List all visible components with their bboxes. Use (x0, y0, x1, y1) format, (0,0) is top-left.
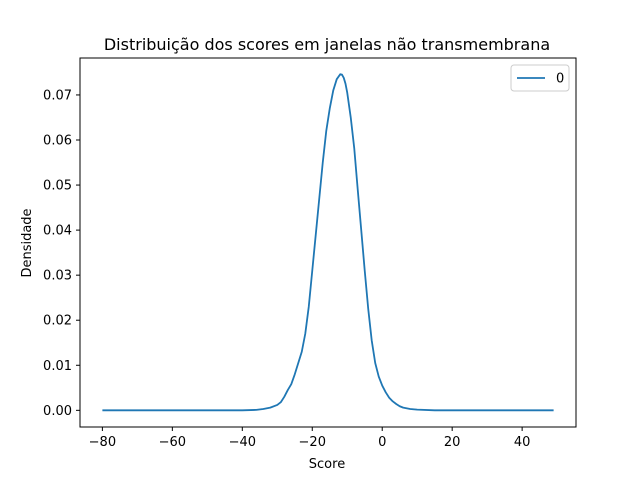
y-tick-label: 0.04 (43, 224, 72, 239)
x-tick-label: 20 (444, 435, 461, 450)
y-tick-label: 0.07 (43, 88, 72, 103)
x-tick-label: 0 (378, 435, 386, 450)
x-tick-label: 40 (514, 435, 531, 450)
y-tick-label: 0.06 (43, 134, 72, 149)
x-tick-label: −20 (299, 435, 326, 450)
legend-label: 0 (556, 72, 564, 87)
x-axis: −80 −60 −40 −20 0 20 40 (89, 427, 531, 450)
y-tick-label: 0.05 (43, 179, 72, 194)
x-tick-label: −60 (159, 435, 186, 450)
y-axis-label: Densidade (20, 208, 35, 277)
series-line (102, 73, 554, 412)
x-axis-label: Score (309, 457, 345, 472)
y-tick-label: 0.00 (43, 404, 72, 419)
y-tick-label: 0.01 (43, 359, 72, 374)
x-tick-label: −80 (89, 435, 116, 450)
y-axis: 0.00 0.01 0.02 0.03 0.04 0.05 0.06 0.07 (43, 88, 80, 419)
axes-frame (79, 57, 577, 428)
chart-title: Distribuição dos scores em janelas não t… (104, 35, 550, 54)
y-tick-label: 0.03 (43, 269, 72, 284)
x-tick-label: −40 (229, 435, 256, 450)
plot-area (102, 73, 554, 412)
y-tick-label: 0.02 (43, 314, 72, 329)
legend: 0 (510, 64, 570, 92)
